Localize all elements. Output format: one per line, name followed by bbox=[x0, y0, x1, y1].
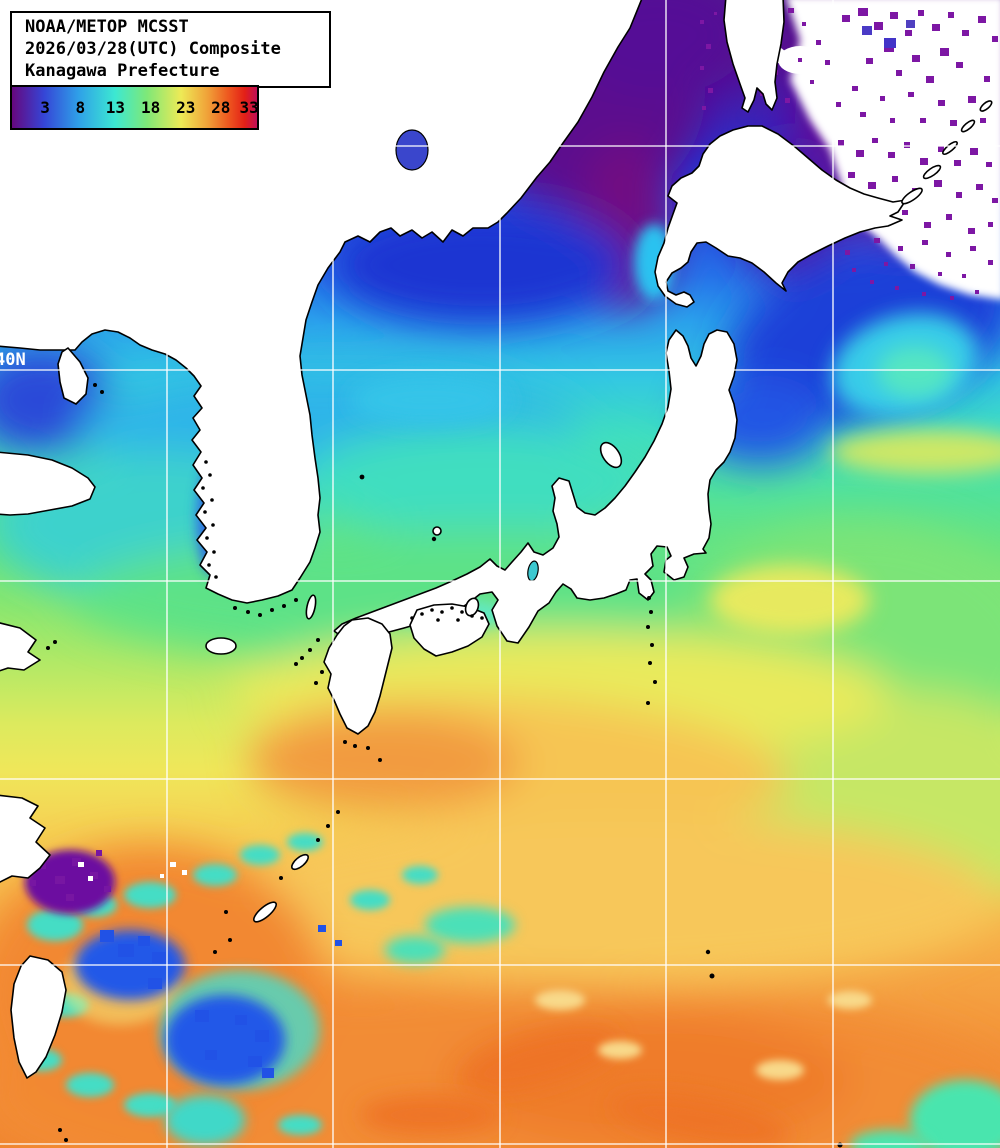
land-china-coast-fujian bbox=[0, 794, 51, 883]
agency-name: Kanagawa Prefecture bbox=[25, 61, 220, 81]
land-awaji-island bbox=[464, 597, 480, 617]
land-kuril-island-5 bbox=[979, 100, 993, 112]
land-jeju-island bbox=[205, 637, 237, 655]
land-honshu bbox=[333, 329, 738, 644]
land-kuril-island-4 bbox=[960, 119, 976, 133]
land-kuril-island-1 bbox=[901, 187, 923, 205]
land-shikoku bbox=[409, 603, 490, 657]
lake-khanka bbox=[395, 129, 429, 171]
latitude-label-40n: 40N bbox=[0, 350, 26, 370]
land-shandong-peninsula bbox=[0, 451, 96, 516]
land-oki-island bbox=[432, 526, 442, 536]
land-china-coast-shanghai bbox=[0, 622, 41, 672]
product-name: NOAA/METOP MCSST bbox=[25, 17, 189, 37]
colorbar-tick-33: 33 bbox=[239, 97, 259, 117]
title-box: NOAA/METOP MCSST 2026/03/28(UTC) Composi… bbox=[10, 11, 331, 88]
land-sado-island bbox=[599, 441, 623, 469]
date-composite: 2026/03/28(UTC) Composite bbox=[25, 39, 281, 59]
colorbar-tick-13: 13 bbox=[105, 97, 126, 117]
land-tsushima-island bbox=[305, 594, 317, 620]
land-sakhalin bbox=[723, 0, 785, 113]
colorbar-tick-23: 23 bbox=[176, 97, 196, 117]
colorbar-tick-28: 28 bbox=[211, 97, 231, 117]
colorbar-tick-18: 18 bbox=[141, 97, 161, 117]
colorbar-tick-8: 8 bbox=[75, 97, 86, 117]
land-masses bbox=[0, 0, 993, 1079]
land-kuril-island-2 bbox=[922, 164, 942, 180]
land-asian-continent-korea bbox=[0, 0, 643, 604]
land-taiwan bbox=[10, 955, 67, 1079]
land-okinawa-island bbox=[253, 901, 277, 923]
sea-detail-blobs bbox=[197, 224, 1000, 1147]
temperature-colorbar: 3 8 13 18 23 28 33 bbox=[10, 85, 259, 130]
colorbar-tick-3: 3 bbox=[40, 97, 50, 117]
land-kyushu bbox=[323, 617, 393, 735]
colorbar-gradient bbox=[12, 87, 257, 128]
land-amami-island bbox=[291, 853, 309, 871]
small-island-dots bbox=[46, 383, 843, 1148]
